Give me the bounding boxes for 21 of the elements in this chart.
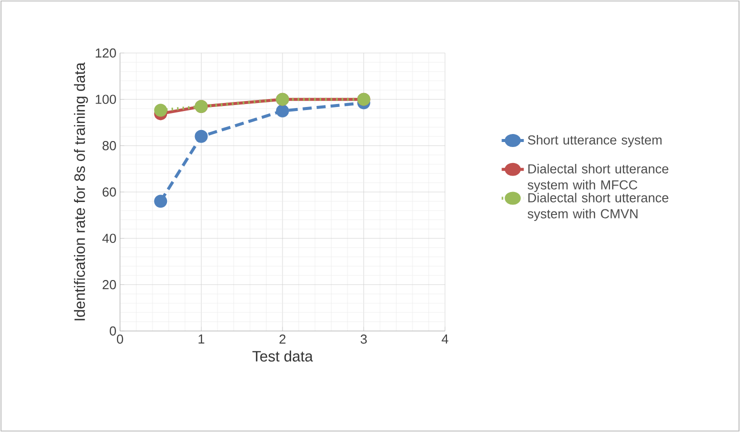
legend-label: Dialectal short utterance system with CMVN [528, 192, 668, 221]
y-tick-label: 120 [96, 48, 116, 58]
x-tick-label: 4 [442, 334, 448, 344]
x-axis-title: Test data [252, 350, 313, 362]
legend-label: Dialectal short utterance system with MFCC [528, 164, 668, 192]
x-tick-label: 3 [360, 334, 367, 344]
x-tick-label: 1 [198, 334, 204, 344]
y-tick-label: 100 [96, 94, 116, 104]
y-axis-title: Identification rate for 8s of training data [74, 62, 88, 320]
point [154, 194, 168, 208]
legend-label: Short utterance system [528, 135, 662, 148]
point [194, 130, 208, 143]
y-tick-label: 0 [110, 326, 116, 336]
point [154, 104, 168, 117]
y-tick-label: 20 [102, 280, 116, 290]
point [276, 104, 290, 118]
y-tick-label: 40 [102, 234, 116, 243]
y-tick-label: 80 [102, 141, 116, 150]
x-tick-label: 2 [280, 334, 286, 344]
x-tick-label: 0 [116, 334, 124, 344]
y-tick-label: 60 [102, 187, 116, 197]
